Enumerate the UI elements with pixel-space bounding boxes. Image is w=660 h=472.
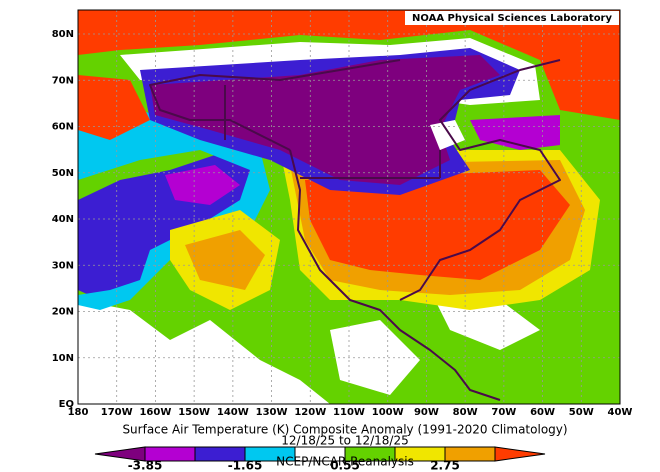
source: NCEP/NCAR Reanalysis — [276, 455, 414, 469]
lon-label: 100W — [372, 407, 404, 418]
lat-label: EQ — [59, 399, 74, 410]
lon-label: 50W — [569, 407, 594, 418]
colorbar-label: 0.55 — [330, 459, 360, 472]
colorbar-label: -3.85 — [128, 459, 163, 472]
date-range: 12/18/25 to 12/18/25 — [281, 434, 408, 448]
lon-label: 170W — [101, 407, 133, 418]
lat-label: 70N — [52, 75, 74, 86]
plot-frame — [77, 9, 621, 405]
lat-label: 10N — [52, 353, 74, 364]
lon-label: 120W — [294, 407, 326, 418]
lon-label: 110W — [333, 407, 365, 418]
colorbar — [94, 446, 546, 462]
coastlines — [149, 59, 561, 401]
lat-label: 20N — [52, 307, 74, 318]
credit-box — [405, 11, 619, 25]
lon-label: 60W — [530, 407, 555, 418]
lon-label: 140W — [217, 407, 249, 418]
lon-label: 80W — [453, 407, 478, 418]
lon-label: 90W — [414, 407, 439, 418]
lon-label: 40W — [608, 407, 633, 418]
lon-label: 180 — [68, 407, 89, 418]
colorbar-label: -1.65 — [228, 459, 263, 472]
lon-label: 160W — [139, 407, 171, 418]
lat-label: 30N — [52, 260, 74, 271]
title: Surface Air Temperature (K) Composite An… — [122, 423, 567, 437]
lat-label: 40N — [52, 214, 74, 225]
credit: NOAA Physical Sciences Laboratory — [412, 13, 613, 24]
lon-label: 150W — [178, 407, 210, 418]
lon-label: 130W — [256, 407, 288, 418]
colorbar-segment — [494, 446, 546, 462]
lon-label: 70W — [491, 407, 516, 418]
lat-label: 60N — [52, 122, 74, 133]
anomaly-field — [78, 10, 620, 404]
colorbar-label: 2.75 — [430, 459, 460, 472]
lat-label: 50N — [52, 168, 74, 179]
lat-label: 80N — [52, 29, 74, 40]
